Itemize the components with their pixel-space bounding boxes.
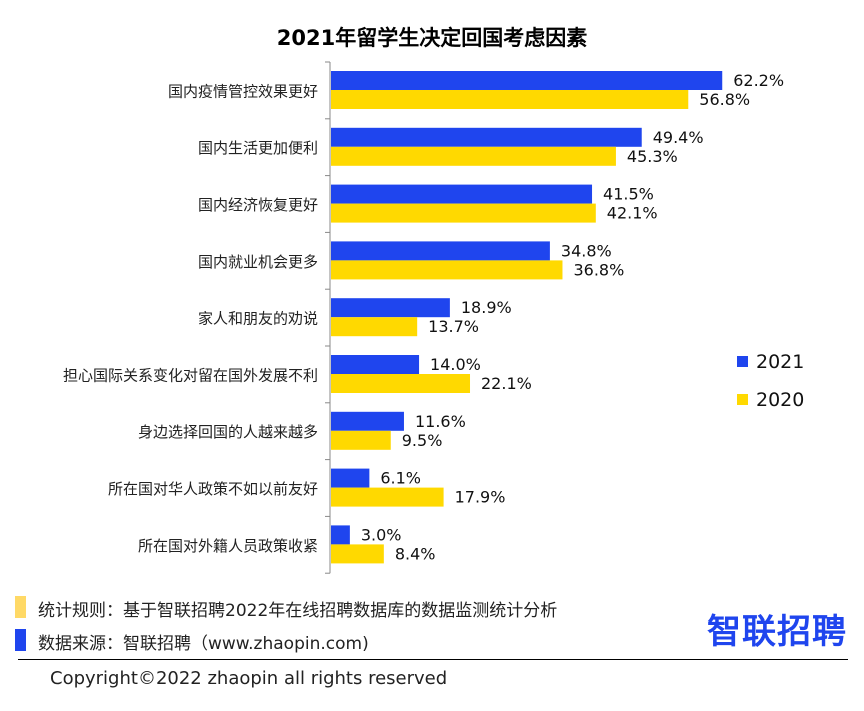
data-label: 36.8%: [573, 260, 624, 279]
data-label: 6.1%: [380, 469, 421, 488]
bar-2020: [331, 544, 384, 564]
data-label: 8.4%: [395, 544, 436, 563]
data-label: 17.9%: [455, 488, 506, 507]
bar-2020: [331, 317, 418, 337]
source-text: 数据来源：智联招聘（www.zhaopin.com): [38, 634, 369, 654]
bar-2021: [331, 411, 404, 431]
bar-2021: [331, 525, 350, 545]
zhaopin-logo: 智联招聘: [707, 612, 847, 652]
data-label: 62.2%: [733, 71, 784, 90]
legend-swatch-2020: [737, 394, 748, 405]
category-label: 担心国际关系变化对留在国外发展不利: [63, 366, 318, 384]
data-label: 41.5%: [603, 185, 654, 204]
category-label: 所在国对外籍人员政策收紧: [138, 537, 318, 555]
bar-2020: [331, 203, 596, 223]
data-label: 14.0%: [430, 355, 481, 374]
rule-text: 统计规则：基于智联招聘2022年在线招聘数据库的数据监测统计分析: [38, 601, 558, 621]
category-label: 国内经济恢复更好: [198, 196, 318, 214]
bar-2021: [331, 184, 593, 204]
data-label: 42.1%: [607, 204, 658, 223]
data-label: 22.1%: [481, 374, 532, 393]
bar-2021: [331, 468, 370, 488]
bar-2020: [331, 430, 391, 450]
data-label: 49.4%: [653, 128, 704, 147]
data-label: 3.0%: [361, 525, 402, 544]
footer-divider: [18, 659, 848, 660]
data-label: 13.7%: [428, 317, 479, 336]
data-label: 9.5%: [402, 431, 443, 450]
category-label: 国内疫情管控效果更好: [168, 82, 318, 100]
category-label: 国内生活更加便利: [198, 139, 318, 157]
rule-swatch: [15, 596, 26, 618]
category-label: 国内就业机会更多: [198, 253, 318, 271]
category-label: 所在国对华人政策不如以前友好: [108, 480, 318, 498]
bar-2021: [331, 298, 450, 318]
chart-title: 2021年留学生决定回国考虑因素: [277, 26, 587, 50]
copyright: Copyright©2022 zhaopin all rights reserv…: [50, 668, 448, 689]
legend-swatch-2021: [737, 356, 748, 367]
bar-2021: [331, 127, 642, 147]
bar-2021: [331, 241, 550, 261]
data-label: 18.9%: [461, 298, 512, 317]
legend-label: 2021: [756, 351, 804, 373]
legend-label: 2020: [756, 389, 804, 411]
bar-2020: [331, 374, 471, 393]
bar-2021: [331, 71, 723, 90]
bar-2020: [331, 487, 444, 507]
bar-2020: [331, 146, 616, 166]
bar-2020: [331, 90, 689, 109]
data-label: 45.3%: [627, 147, 678, 166]
bar-2021: [331, 355, 420, 374]
data-label: 56.8%: [699, 90, 750, 109]
source-swatch: [15, 629, 26, 651]
data-label: 11.6%: [415, 412, 466, 431]
data-label: 34.8%: [561, 241, 612, 260]
category-label: 家人和朋友的劝说: [198, 310, 318, 328]
category-label: 身边选择回国的人越来越多: [138, 423, 318, 441]
bar-2020: [331, 260, 563, 280]
bar-chart: 2021年留学生决定回国考虑因素 国内疫情管控效果更好 62.2%56.8% 国内生…: [63, 26, 804, 574]
